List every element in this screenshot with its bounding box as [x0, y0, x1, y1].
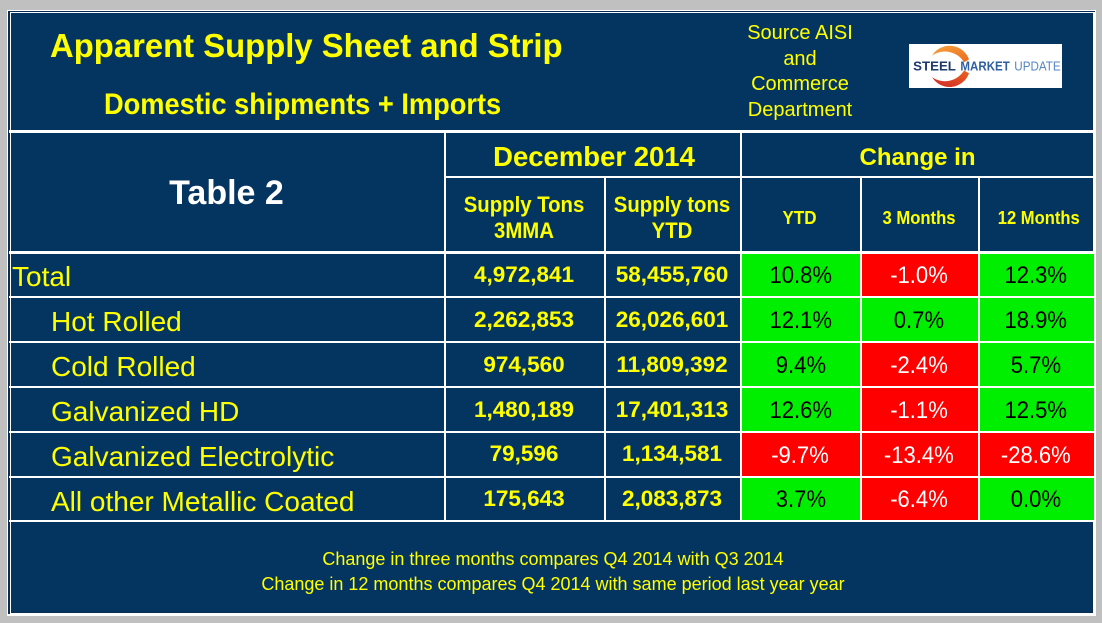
svg-text:MARKET: MARKET [960, 59, 1009, 74]
svg-text:UPDATE: UPDATE [1014, 59, 1061, 74]
svg-text:STEEL: STEEL [913, 59, 956, 74]
